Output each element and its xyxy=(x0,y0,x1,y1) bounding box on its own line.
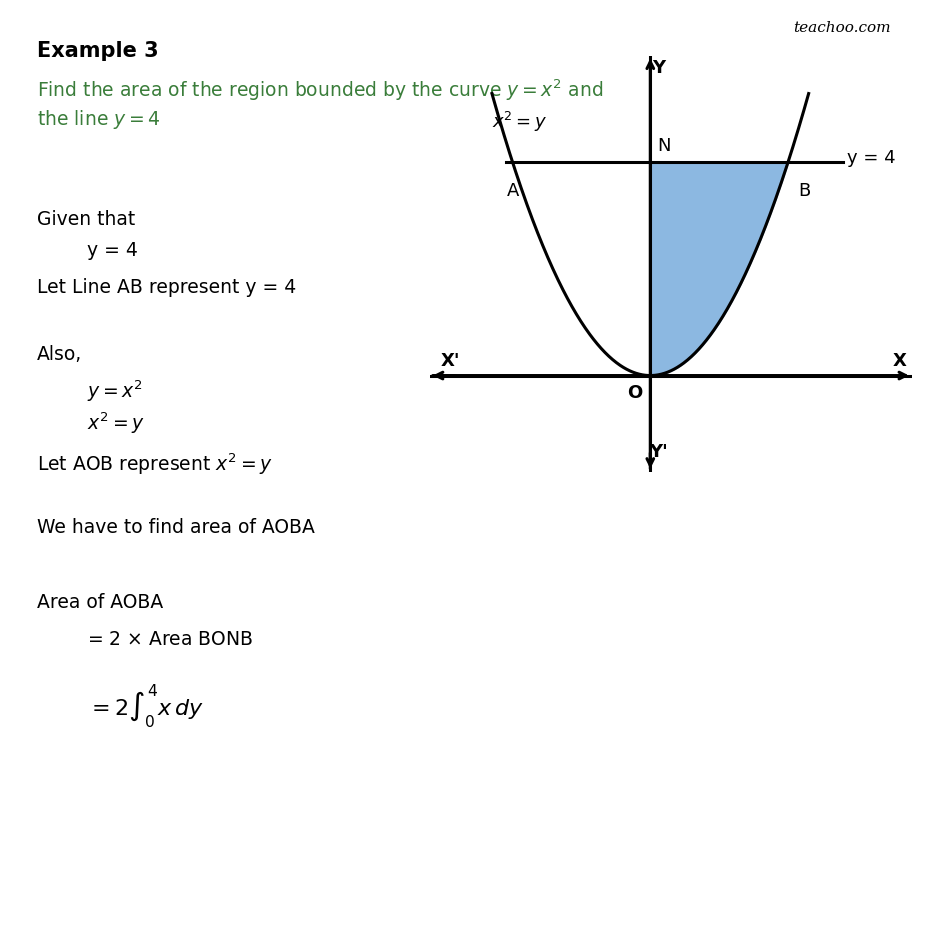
Text: $y = x^2$: $y = x^2$ xyxy=(87,378,143,403)
Text: $x^2 = y$: $x^2 = y$ xyxy=(87,410,144,435)
Text: teachoo.com: teachoo.com xyxy=(793,21,890,35)
Text: We have to find area of AOBA: We have to find area of AOBA xyxy=(37,517,314,536)
Text: N: N xyxy=(657,137,670,155)
Text: X: X xyxy=(891,351,905,369)
Text: Area of AOBA: Area of AOBA xyxy=(37,593,162,612)
Text: Y: Y xyxy=(651,59,665,77)
Text: A: A xyxy=(506,182,518,200)
Text: $= 2\int_0^4 x\, dy$: $= 2\int_0^4 x\, dy$ xyxy=(87,682,204,730)
Text: $x^2 = y$: $x^2 = y$ xyxy=(492,110,547,134)
Text: Also,: Also, xyxy=(37,345,82,363)
Text: O: O xyxy=(627,383,642,401)
Text: Let Line AB represent y = 4: Let Line AB represent y = 4 xyxy=(37,278,295,296)
Text: y = 4: y = 4 xyxy=(846,149,894,167)
Text: B: B xyxy=(798,182,810,200)
Text: y = 4: y = 4 xyxy=(87,241,138,260)
Text: Let AOB represent $x^2 = y$: Let AOB represent $x^2 = y$ xyxy=(37,451,272,477)
Text: = 2 $\times$ Area BONB: = 2 $\times$ Area BONB xyxy=(87,630,253,649)
Text: Example 3: Example 3 xyxy=(37,41,159,60)
Text: the line $y = 4$: the line $y = 4$ xyxy=(37,108,160,130)
Text: Find the area of the region bounded by the curve $y = x^2$ and: Find the area of the region bounded by t… xyxy=(37,77,602,103)
Text: Given that: Given that xyxy=(37,210,135,228)
Text: Y': Y' xyxy=(649,443,667,461)
Text: X': X' xyxy=(440,351,460,369)
